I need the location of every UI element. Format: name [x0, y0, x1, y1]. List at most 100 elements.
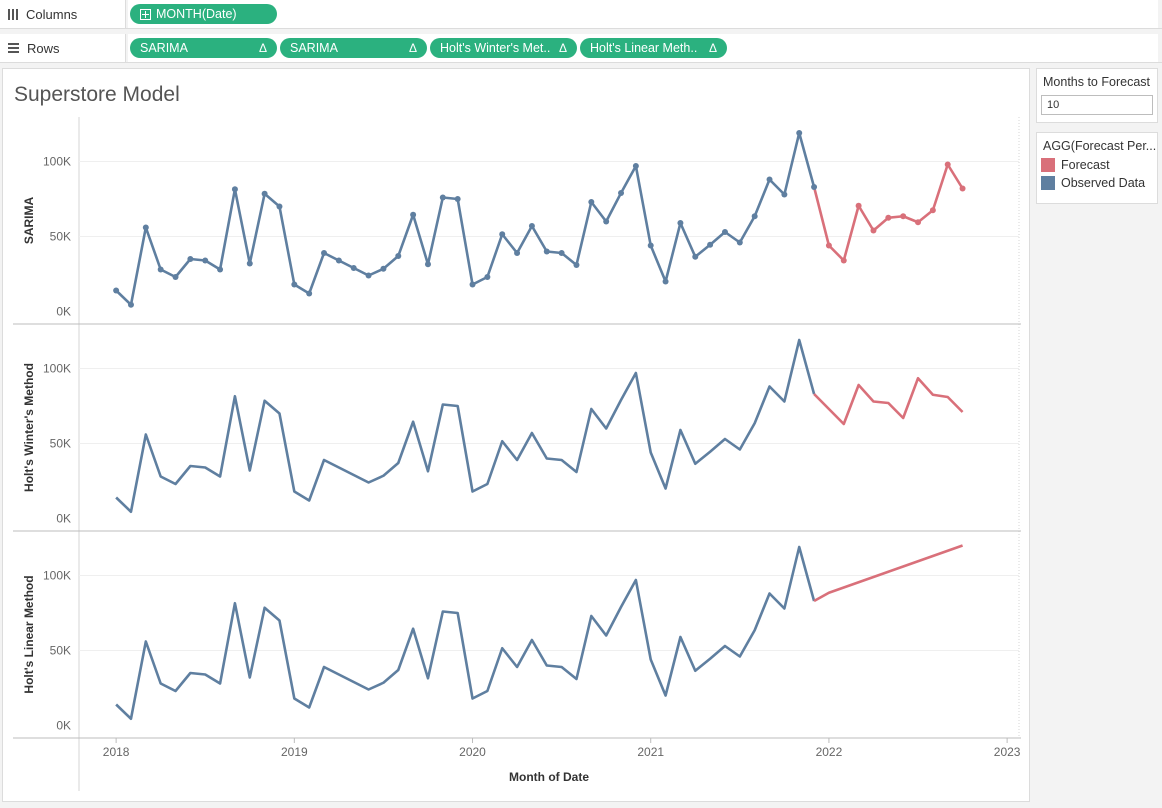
x-tick-label: 2020 [459, 745, 486, 759]
observed-point [469, 281, 476, 288]
observed-point [632, 163, 639, 169]
y-tick-label: 0K [56, 719, 71, 733]
observed-point [662, 278, 669, 285]
rows-shelf-label: Rows [0, 34, 126, 62]
observed-point [321, 250, 328, 256]
observed-series-line [115, 338, 816, 514]
chart-svg: 0K 50K 100K SARIMA 0K 50K 100K Holt's Winter's … [13, 117, 1021, 791]
observed-point [276, 203, 283, 210]
viz-title: Superstore Model [14, 83, 180, 106]
observed-point [796, 130, 803, 136]
y-tick-label: 100K [43, 155, 71, 169]
observed-point [499, 231, 506, 238]
observed-point [291, 281, 298, 288]
delta-icon: Δ [258, 41, 267, 55]
pill-holts-linear[interactable]: Holt's Linear Meth.. Δ [580, 38, 727, 58]
visualization-area: Superstore Model 0K 50K 100K SARIMA 0K 50K 100… [2, 68, 1030, 802]
observed-point [484, 274, 491, 280]
observed-point [647, 242, 654, 249]
columns-icon [8, 8, 18, 20]
months-to-forecast-input[interactable]: 10 [1041, 95, 1153, 115]
y-tick-label: 100K [43, 362, 71, 376]
rows-icon [8, 43, 19, 53]
y-tick-label: 50K [50, 437, 71, 451]
observed-point [202, 257, 209, 264]
rows-shelf: Rows SARIMA Δ SARIMA Δ Holt's Winter's M… [0, 34, 1162, 63]
forecast-point [840, 257, 847, 264]
y-tick-label: 100K [43, 569, 71, 583]
color-legend-card: AGG(Forecast Per... Forecast Observed Da… [1036, 132, 1158, 204]
x-axis-title: Month of Date [509, 770, 589, 784]
pill-month-date[interactable]: MONTH(Date) [130, 4, 277, 24]
x-tick-label: 2019 [281, 745, 308, 759]
columns-shelf-label: Columns [0, 0, 126, 28]
legend-title: AGG(Forecast Per... [1043, 139, 1157, 153]
observed-point [410, 211, 417, 218]
observed-point [380, 265, 387, 272]
rows-drop-area[interactable]: SARIMA Δ SARIMA Δ Holt's Winter's Met.. … [128, 34, 1158, 62]
observed-point [261, 190, 268, 197]
observed-point [751, 213, 758, 220]
y-tick-label: 50K [50, 644, 71, 658]
observed-point [127, 301, 134, 308]
forecast-point [825, 242, 832, 249]
pill-sarima-2[interactable]: SARIMA Δ [280, 38, 427, 58]
observed-point [231, 186, 238, 193]
observed-point [736, 239, 743, 246]
observed-point [692, 253, 699, 260]
observed-point [721, 229, 728, 235]
pill-holts-winter[interactable]: Holt's Winter's Met.. Δ [430, 38, 577, 58]
delta-icon: Δ [708, 41, 717, 55]
legend-item-forecast[interactable]: Forecast [1037, 157, 1157, 175]
observed-point [603, 218, 610, 225]
months-parameter-card: Months to Forecast 10 [1036, 68, 1158, 123]
observed-point [187, 256, 194, 262]
observed-point [677, 220, 684, 226]
observed-point [766, 176, 773, 183]
y-axis-title: Holt's Winter's Method [22, 363, 36, 492]
observed-point [543, 248, 550, 255]
delta-icon: Δ [408, 41, 417, 55]
observed-point [707, 241, 714, 248]
observed-point [365, 272, 372, 279]
x-tick-label: 2021 [637, 745, 664, 759]
observed-point [514, 250, 521, 256]
columns-shelf: Columns MONTH(Date) [0, 0, 1162, 29]
columns-drop-area[interactable]: MONTH(Date) [128, 0, 1158, 28]
y-tick-label: 50K [50, 230, 71, 244]
observed-swatch [1041, 176, 1055, 190]
observed-point [781, 191, 788, 198]
observed-point [172, 274, 179, 280]
forecast-point [915, 219, 922, 226]
forecast-point [944, 161, 951, 168]
forecast-series-line [813, 544, 964, 603]
legend-item-observed[interactable]: Observed Data [1037, 175, 1157, 193]
observed-point [142, 224, 149, 231]
observed-point [157, 266, 164, 273]
forecast-point [959, 185, 966, 192]
observed-point [573, 262, 580, 268]
observed-point [811, 184, 818, 190]
observed-point [217, 266, 224, 273]
observed-point [113, 287, 120, 294]
pill-sarima[interactable]: SARIMA Δ [130, 38, 277, 58]
observed-point [335, 257, 342, 264]
observed-point [588, 199, 595, 205]
forecast-point [885, 214, 892, 221]
forecast-series-line [813, 376, 964, 426]
observed-point [558, 250, 565, 256]
observed-point [528, 223, 535, 229]
forecast-point [929, 207, 936, 214]
observed-series-line [115, 545, 816, 721]
delta-icon: Δ [558, 41, 567, 55]
observed-series-line [115, 131, 816, 307]
observed-point [424, 261, 431, 268]
forecast-swatch [1041, 158, 1055, 172]
x-tick-label: 2018 [103, 745, 130, 759]
observed-point [618, 190, 625, 196]
observed-point [246, 260, 253, 267]
expand-icon[interactable] [140, 8, 151, 20]
observed-point [350, 265, 357, 271]
forecast-point [855, 202, 862, 209]
parameter-title: Months to Forecast [1043, 75, 1150, 89]
